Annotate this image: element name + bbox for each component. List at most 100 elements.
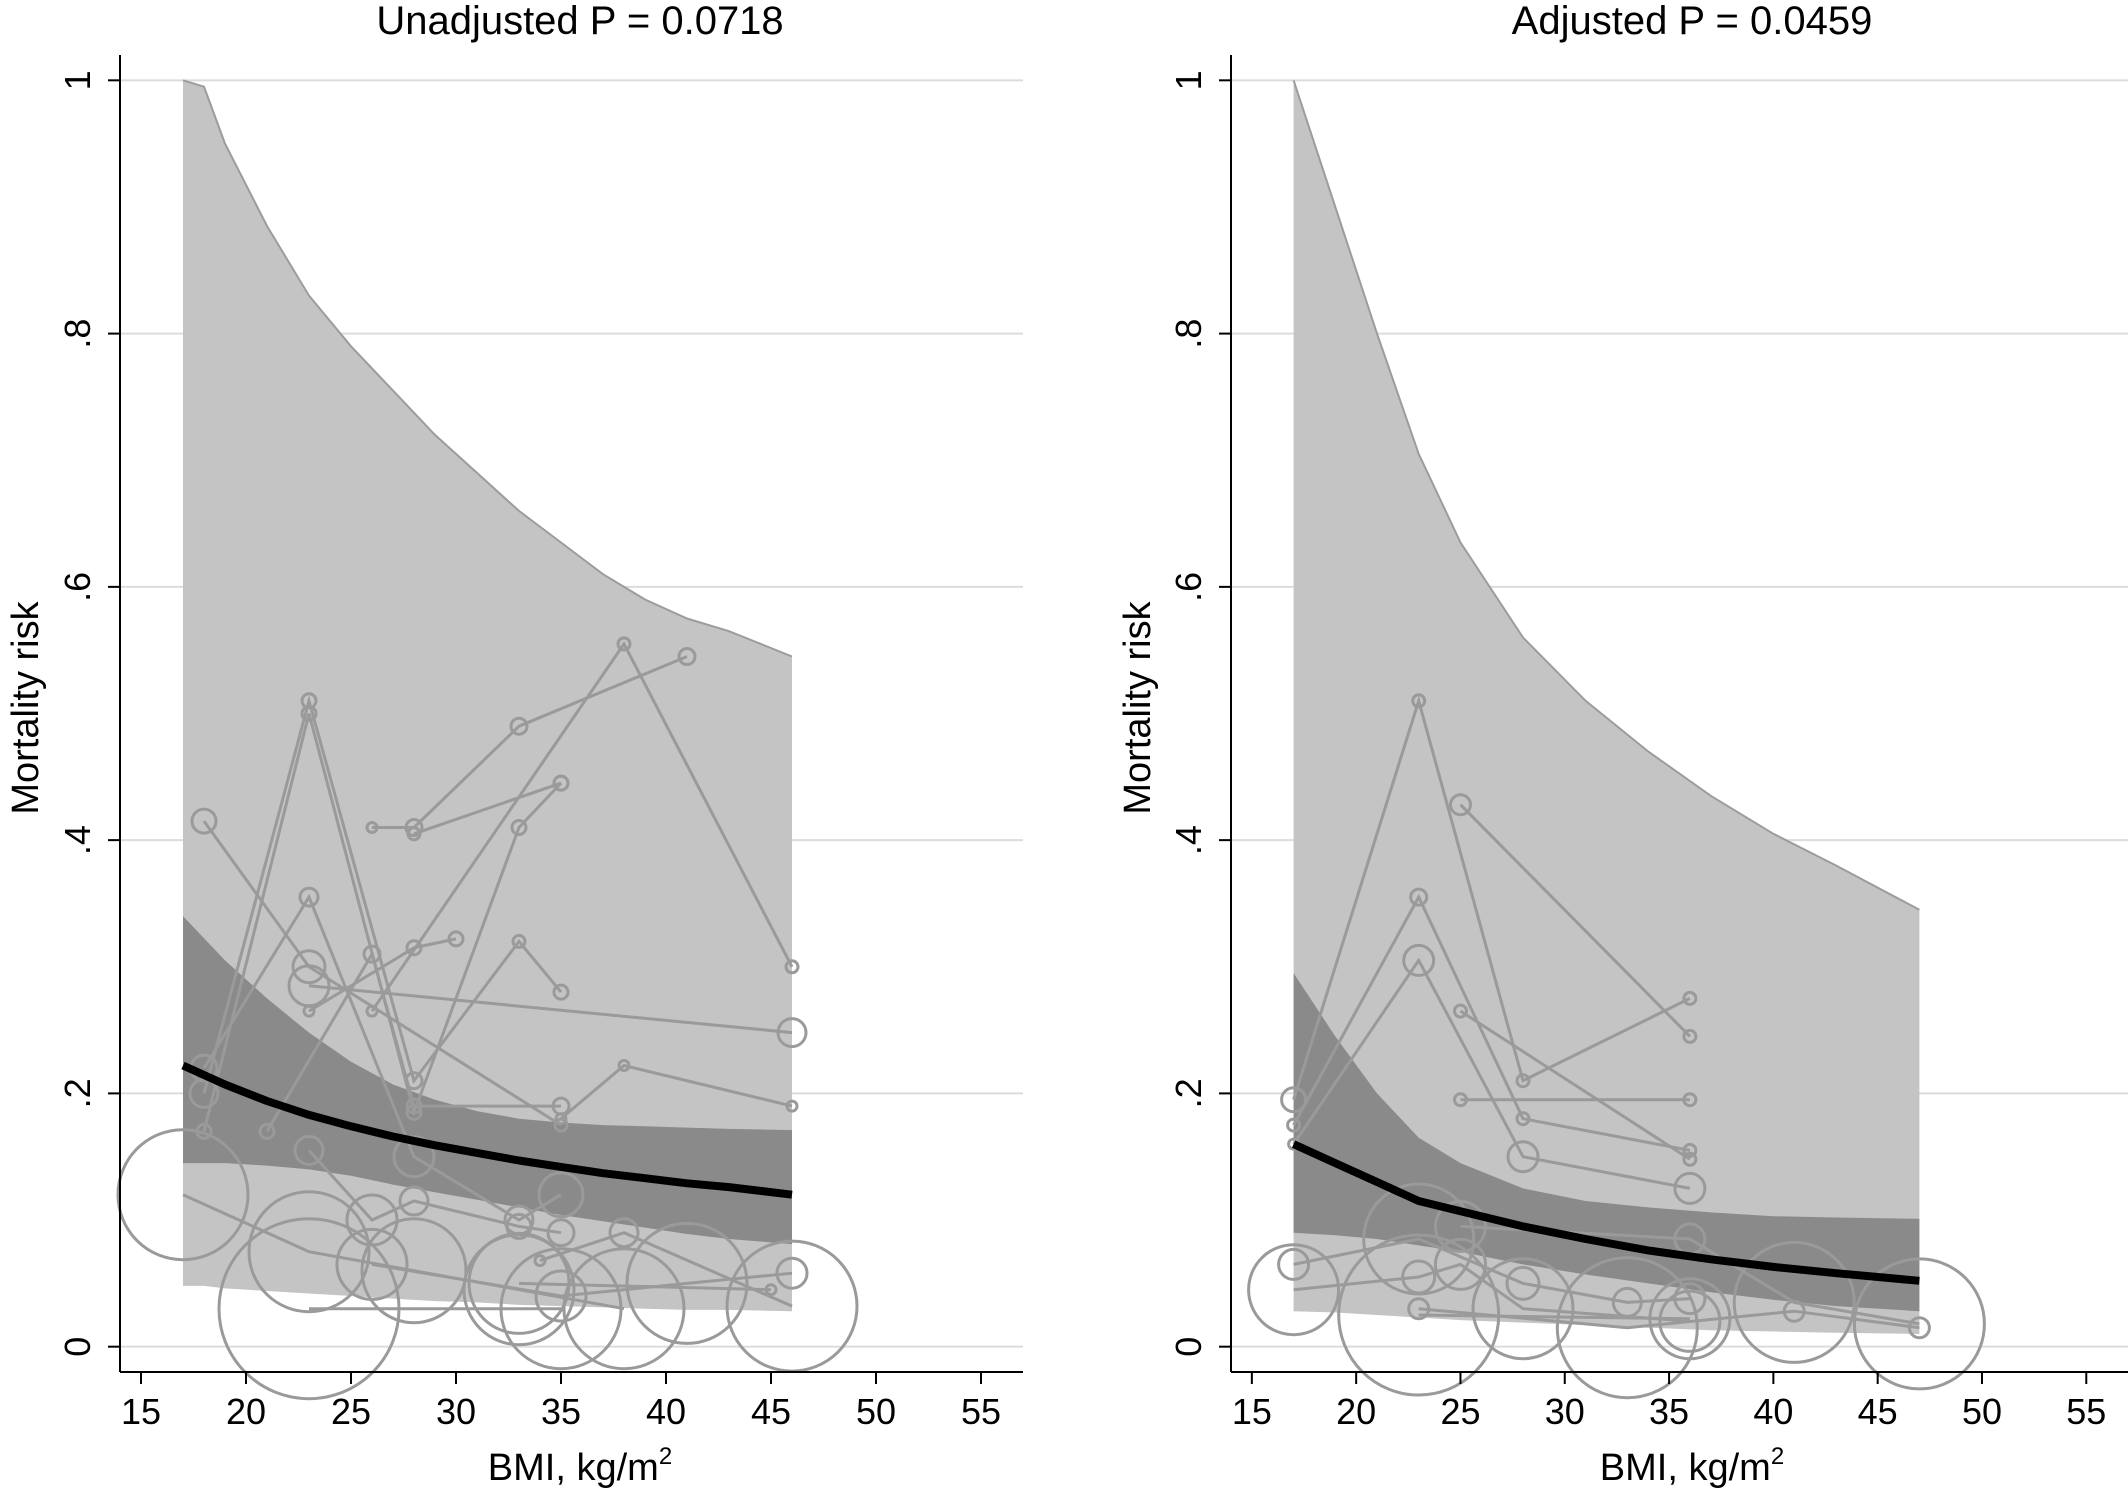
y-tick-label: 0 xyxy=(1168,1337,1209,1357)
study-point xyxy=(1673,1171,1707,1205)
study-point xyxy=(404,818,424,837)
prediction-band-edge xyxy=(182,79,793,658)
x-tick-label: 15 xyxy=(1232,1391,1272,1432)
study-point xyxy=(258,1122,276,1140)
study-point xyxy=(1411,693,1427,709)
study-point xyxy=(1658,1289,1722,1353)
x-tick-label: 45 xyxy=(751,1391,791,1432)
study-point xyxy=(608,1217,640,1249)
study-point xyxy=(293,1134,325,1166)
study-point xyxy=(776,1017,808,1049)
y-tick-label: 0 xyxy=(57,1337,98,1357)
study-point xyxy=(1286,1117,1302,1133)
prediction-band-edge xyxy=(1292,79,1920,911)
study-line xyxy=(539,1231,793,1308)
x-axis-label-text: BMI, kg/m xyxy=(488,1447,659,1489)
study-line xyxy=(202,893,562,1222)
study-point xyxy=(511,933,527,949)
x-axis-label: BMI, kg/m2 xyxy=(1600,1443,1784,1489)
study-point xyxy=(291,949,327,985)
study-point xyxy=(562,1247,686,1371)
study-point xyxy=(775,1256,809,1290)
study-point xyxy=(335,1227,409,1301)
study-point xyxy=(188,1077,220,1109)
study-point xyxy=(1471,1257,1575,1361)
study-point xyxy=(217,1217,401,1401)
x-tick-label: 25 xyxy=(331,1391,371,1432)
confidence-band xyxy=(1293,973,1920,1312)
study-line xyxy=(1292,695,1691,1101)
y-axis-label: Mortality risk xyxy=(5,600,47,814)
study-point xyxy=(1682,1028,1698,1044)
study-point xyxy=(116,1128,250,1262)
study-point xyxy=(534,1269,588,1323)
study-point xyxy=(447,930,465,948)
study-point xyxy=(467,1231,571,1335)
x-tick-label: 20 xyxy=(226,1391,266,1432)
study-point xyxy=(617,1059,631,1072)
study-point xyxy=(1407,1297,1431,1321)
study-point xyxy=(546,1218,576,1248)
study-point xyxy=(392,1135,436,1179)
study-point xyxy=(1673,1282,1707,1316)
study-point xyxy=(785,1099,799,1113)
study-point xyxy=(552,983,570,1001)
study-point xyxy=(1907,1316,1931,1340)
study-line xyxy=(413,781,562,836)
x-tick-label: 35 xyxy=(541,1391,581,1432)
study-point xyxy=(1782,1299,1806,1323)
x-axis-label-superscript: 2 xyxy=(659,1443,672,1470)
study-point xyxy=(302,1004,316,1018)
study-line xyxy=(1459,803,1691,1038)
x-tick-label: 55 xyxy=(2066,1391,2106,1432)
study-line xyxy=(1459,1009,1691,1161)
panel-title: Adjusted P = 0.0459 xyxy=(1512,0,1873,43)
study-point xyxy=(505,1212,533,1240)
study-point xyxy=(1506,1140,1540,1174)
study-point xyxy=(1682,1151,1698,1167)
x-tick-label: 55 xyxy=(961,1391,1001,1432)
study-point xyxy=(405,1097,423,1115)
panel-adjusted: Adjusted P = 0.0459 0 .2 .4 .6 .8 1 15 20 25 30 35… xyxy=(1117,0,2128,1489)
study-line xyxy=(1292,957,1691,1190)
plot-area: 0 .2 .4 .6 .8 1 15 20 25 30 35 40 45 50 55 xyxy=(57,55,1023,1432)
study-point xyxy=(677,647,697,666)
study-point xyxy=(247,1190,371,1314)
study-point xyxy=(1453,1092,1468,1108)
study-line xyxy=(518,1281,772,1292)
study-point xyxy=(1515,1111,1531,1127)
study-point xyxy=(553,1117,569,1133)
x-tick-label: 30 xyxy=(1545,1391,1585,1432)
study-point xyxy=(1682,990,1698,1006)
study-line xyxy=(202,695,563,1094)
study-point xyxy=(554,1112,568,1126)
y-tick-label: 1 xyxy=(1168,70,1209,90)
study-point xyxy=(784,959,800,975)
x-axis-label: BMI, kg/m2 xyxy=(488,1443,672,1489)
panel-unadjusted: Unadjusted P = 0.0718 0 .2 .4 .6 .8 1 15 20 25 30… xyxy=(5,0,1023,1489)
panel-title: Unadjusted P = 0.0718 xyxy=(376,0,783,43)
x-tick-label: 50 xyxy=(1962,1391,2002,1432)
pooled-line xyxy=(1291,1140,1920,1285)
study-point xyxy=(1247,1243,1341,1337)
study-point xyxy=(1409,887,1429,907)
study-line xyxy=(1418,1307,1920,1330)
study-point xyxy=(1555,1256,1699,1400)
study-point xyxy=(537,1171,585,1219)
study-point xyxy=(616,636,632,652)
study-point xyxy=(1505,1265,1541,1301)
study-point xyxy=(1732,1240,1856,1364)
study-point xyxy=(1280,1086,1308,1114)
study-point xyxy=(365,821,379,834)
x-tick-label: 30 xyxy=(436,1391,476,1432)
x-axis-label-text: BMI, kg/m xyxy=(1600,1447,1771,1489)
study-point xyxy=(499,1247,623,1371)
study-line xyxy=(1418,1313,1690,1321)
study-point xyxy=(1401,1259,1437,1295)
study-line xyxy=(371,1262,793,1298)
study-point xyxy=(300,705,318,722)
study-point xyxy=(1515,1073,1531,1089)
y-tick-label: .6 xyxy=(1168,572,1209,602)
y-tick-label: 1 xyxy=(57,70,98,90)
